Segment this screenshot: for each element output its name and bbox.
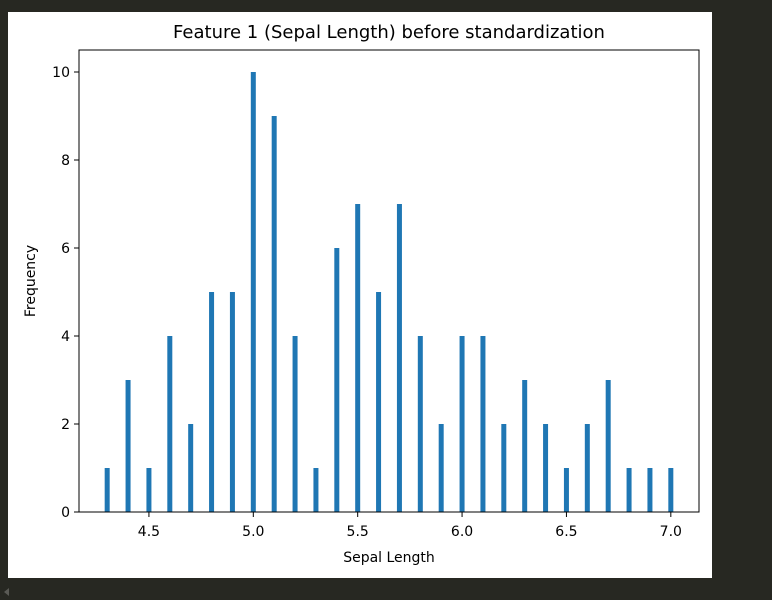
histogram-bar — [501, 424, 507, 512]
y-tick-label: 10 — [52, 65, 70, 81]
scroll-left-arrow-icon[interactable] — [4, 588, 9, 596]
histogram-bar — [647, 468, 653, 512]
x-tick-label: 4.5 — [138, 524, 160, 540]
x-tick-label: 6.5 — [555, 524, 577, 540]
histogram-bar — [104, 468, 110, 512]
histogram-bar — [355, 204, 361, 512]
histogram-chart: Feature 1 (Sepal Length) before standard… — [23, 22, 700, 566]
y-tick-label: 8 — [61, 153, 70, 169]
histogram-bar — [313, 468, 319, 512]
plot-frame — [78, 49, 700, 513]
histogram-bar — [626, 468, 632, 512]
x-tick-label: 7.0 — [660, 524, 682, 540]
bars-group — [104, 72, 674, 512]
histogram-bar — [438, 424, 444, 512]
histogram-bar — [480, 336, 486, 512]
histogram-bar — [563, 468, 569, 512]
histogram-bar — [459, 336, 465, 512]
x-tick-label: 6.0 — [451, 524, 473, 540]
chart-title: Feature 1 (Sepal Length) before standard… — [173, 22, 605, 43]
histogram-bar — [229, 292, 235, 512]
x-tick-label: 5.0 — [242, 524, 264, 540]
histogram-bar — [250, 72, 256, 512]
histogram-bar — [167, 336, 173, 512]
histogram-bar — [292, 336, 298, 512]
histogram-bar — [125, 380, 131, 512]
y-axis-label: Frequency — [23, 245, 39, 317]
y-tick-label: 4 — [61, 329, 70, 345]
histogram-bar — [584, 424, 590, 512]
histogram-bar — [209, 292, 215, 512]
histogram-bar — [188, 424, 194, 512]
x-tick-label: 5.5 — [347, 524, 369, 540]
histogram-bar — [334, 248, 340, 512]
x-axis-label: Sepal Length — [343, 550, 435, 566]
histogram-bar — [271, 116, 277, 512]
histogram-bar — [396, 204, 402, 512]
histogram-bar — [417, 336, 423, 512]
y-tick-label: 6 — [61, 241, 70, 257]
y-tick-label: 2 — [61, 417, 70, 433]
histogram-bar — [376, 292, 382, 512]
histogram-bar — [522, 380, 528, 512]
histogram-bar — [543, 424, 549, 512]
histogram-bar — [668, 468, 674, 512]
chart-figure: Feature 1 (Sepal Length) before standard… — [8, 12, 712, 578]
y-tick-label: 0 — [61, 505, 70, 521]
x-axis-ticks: 4.5 5.0 5.5 6.0 6.5 7.0 — [138, 512, 682, 540]
y-axis-ticks: 0 2 4 6 8 10 — [52, 65, 79, 521]
histogram-bar — [605, 380, 611, 512]
histogram-bar — [146, 468, 152, 512]
